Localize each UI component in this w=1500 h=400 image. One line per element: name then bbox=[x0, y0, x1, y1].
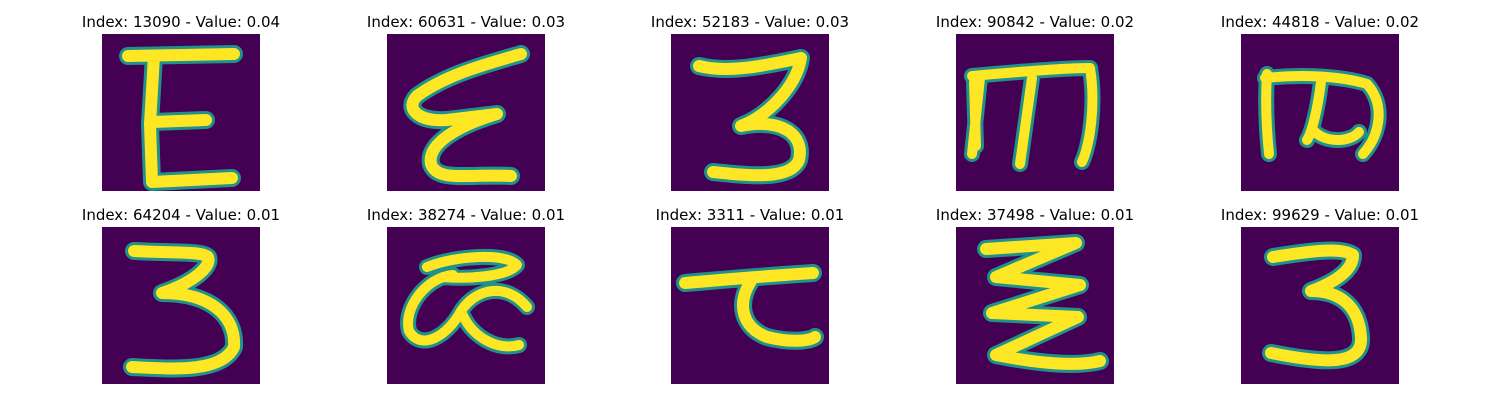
glyph-image bbox=[102, 227, 260, 384]
glyph-image bbox=[387, 34, 545, 191]
panel-title: Index: 3311 - Value: 0.01 bbox=[655, 206, 845, 224]
glyph-e bbox=[119, 45, 243, 191]
glyph-image bbox=[387, 227, 545, 384]
glyph-3 bbox=[1262, 241, 1370, 370]
panel-title: Index: 64204 - Value: 0.01 bbox=[81, 206, 281, 224]
glyph-m bbox=[964, 60, 1101, 172]
glyph-3 bbox=[690, 49, 810, 185]
glyph-image bbox=[671, 34, 829, 191]
glyph-3 bbox=[123, 242, 244, 378]
panel-title: Index: 52183 - Value: 0.03 bbox=[650, 13, 850, 31]
glyph-image bbox=[956, 34, 1114, 191]
glyph-image bbox=[1241, 34, 1399, 191]
panel-title: Index: 38274 - Value: 0.01 bbox=[366, 206, 566, 224]
glyph-image bbox=[671, 227, 829, 384]
glyph-image bbox=[956, 227, 1114, 384]
glyph-epsilon bbox=[403, 45, 530, 186]
glyph-m bbox=[1257, 66, 1387, 162]
panel-title: Index: 99629 - Value: 0.01 bbox=[1220, 206, 1420, 224]
glyph-tau bbox=[676, 264, 824, 350]
glyph-zigzag bbox=[977, 234, 1109, 373]
panel-title: Index: 44818 - Value: 0.02 bbox=[1220, 13, 1420, 31]
panel-title: Index: 13090 - Value: 0.04 bbox=[81, 13, 281, 31]
panel-title: Index: 90842 - Value: 0.02 bbox=[935, 13, 1135, 31]
panel-title: Index: 60631 - Value: 0.03 bbox=[366, 13, 566, 31]
glyph-image bbox=[1241, 227, 1399, 384]
panel-title: Index: 37498 - Value: 0.01 bbox=[935, 206, 1135, 224]
glyph-alpha bbox=[400, 249, 535, 355]
glyph-image bbox=[102, 34, 260, 191]
